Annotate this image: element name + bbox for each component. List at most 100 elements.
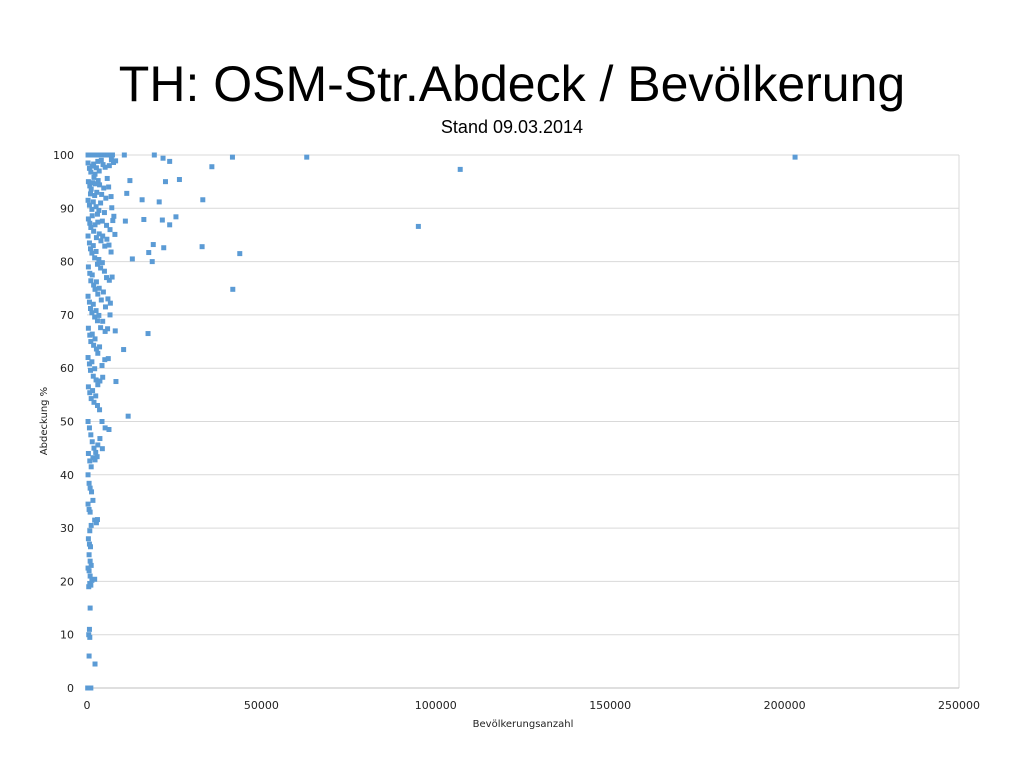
data-point (85, 384, 91, 390)
data-point (85, 325, 91, 331)
data-point (97, 436, 103, 442)
data-point (97, 407, 103, 413)
data-point (112, 231, 118, 237)
data-point (85, 197, 91, 203)
data-point (89, 331, 95, 337)
data-point (87, 306, 93, 312)
data-point (95, 158, 101, 164)
data-point (85, 355, 91, 361)
data-point (92, 181, 98, 187)
data-point (173, 214, 179, 220)
data-point (99, 419, 105, 424)
data-point (141, 216, 147, 222)
data-point (87, 390, 93, 396)
data-point (415, 223, 421, 229)
data-point (107, 227, 113, 233)
data-point (86, 425, 92, 431)
data-point (93, 393, 99, 399)
data-point (94, 403, 100, 409)
data-point (100, 289, 106, 295)
data-point (98, 325, 104, 331)
data-point (145, 331, 151, 337)
y-tick-label: 40 (60, 469, 74, 482)
data-point (200, 197, 206, 203)
data-point (109, 205, 115, 211)
data-point (92, 286, 98, 292)
data-point (107, 312, 113, 318)
data-point (85, 472, 91, 478)
y-axis-title: Abdeckung % (39, 387, 50, 455)
data-point (87, 191, 93, 197)
data-point (89, 577, 95, 583)
data-point (108, 249, 114, 255)
data-point (86, 506, 92, 512)
data-point (99, 446, 105, 452)
y-tick-label: 0 (67, 682, 74, 695)
data-point (91, 174, 97, 180)
data-point (98, 265, 104, 271)
data-point (237, 251, 243, 257)
data-point (95, 442, 101, 448)
data-point (100, 374, 106, 380)
data-point (112, 328, 118, 334)
data-point (159, 217, 165, 223)
data-point (230, 286, 236, 292)
data-point (94, 517, 100, 523)
data-point (87, 605, 93, 611)
y-tick-label: 20 (60, 575, 74, 588)
data-point (85, 293, 91, 299)
data-point (89, 272, 95, 278)
data-point (85, 160, 91, 166)
data-point (89, 439, 95, 445)
data-point (86, 480, 92, 486)
data-point (104, 175, 110, 181)
data-point (87, 220, 93, 226)
data-point (86, 653, 92, 659)
data-point (93, 235, 99, 241)
data-point (86, 165, 92, 171)
data-point (92, 336, 98, 342)
data-point (106, 426, 112, 432)
data-point (99, 363, 105, 369)
data-point (229, 154, 235, 160)
data-point (106, 277, 112, 283)
data-point (103, 195, 109, 201)
data-point (95, 291, 101, 297)
data-point (87, 544, 93, 550)
data-point (88, 432, 94, 438)
data-point (89, 206, 95, 212)
data-point (106, 163, 112, 169)
data-point (121, 152, 127, 158)
y-tick-label: 100 (53, 149, 74, 162)
data-point (124, 190, 130, 196)
y-tick-label: 10 (60, 629, 74, 642)
y-tick-label: 60 (60, 362, 74, 375)
data-point (91, 399, 97, 405)
x-tick-label: 150000 (589, 699, 631, 712)
data-point (106, 242, 112, 248)
data-point (86, 552, 92, 558)
data-point (104, 275, 110, 281)
x-tick-label: 100000 (415, 699, 457, 712)
y-tick-label: 90 (60, 202, 74, 215)
data-point (90, 497, 96, 503)
x-axis-title: Bevölkerungsanzahl (473, 719, 574, 730)
data-point (99, 260, 105, 266)
data-point (109, 274, 115, 280)
data-point (176, 177, 182, 183)
data-point (87, 573, 93, 579)
data-point (104, 222, 110, 228)
data-point (97, 182, 103, 188)
data-point (85, 264, 91, 270)
data-point (87, 634, 93, 640)
data-point (111, 213, 117, 219)
data-point (160, 155, 166, 161)
data-point (98, 297, 104, 303)
x-tick-label: 0 (84, 699, 91, 712)
data-point (95, 350, 101, 356)
data-point (108, 157, 114, 163)
data-point (92, 314, 98, 320)
data-point (88, 224, 94, 230)
y-tick-label: 80 (60, 256, 74, 269)
